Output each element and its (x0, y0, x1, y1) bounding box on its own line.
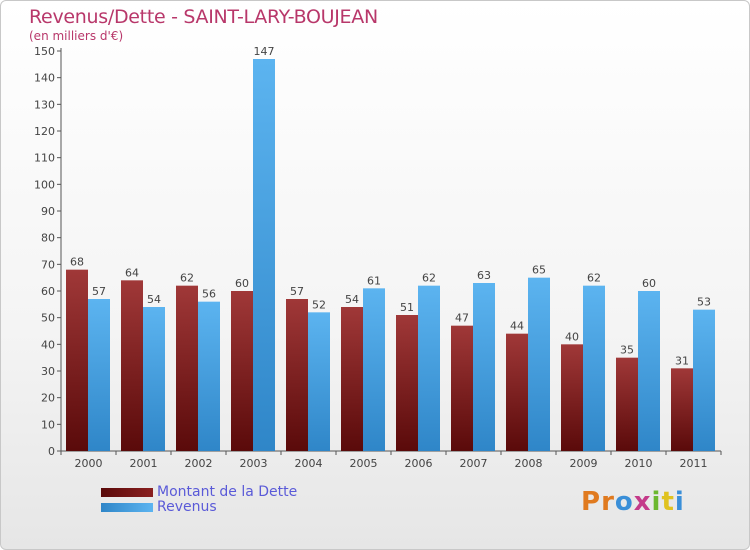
bar-dette (176, 285, 198, 451)
bar-dette (506, 333, 528, 451)
x-tick-label: 2006 (405, 457, 433, 470)
data-label-revenus: 60 (642, 277, 656, 290)
bar-dette (66, 269, 88, 451)
x-tick-label: 2009 (570, 457, 598, 470)
data-label-dette: 64 (125, 266, 139, 279)
bar-dette (671, 368, 693, 451)
bar-dette (231, 291, 253, 451)
bar-dette (341, 307, 363, 451)
y-tick-label: 60 (41, 285, 55, 298)
y-tick-label: 110 (34, 152, 55, 165)
data-label-revenus: 53 (697, 296, 711, 309)
data-label-revenus: 57 (92, 285, 106, 298)
y-tick-label: 40 (41, 338, 55, 351)
x-tick-label: 2008 (515, 457, 543, 470)
legend-label-revenus: Revenus (157, 499, 217, 515)
data-label-revenus: 61 (367, 274, 381, 287)
x-tick-label: 2004 (295, 457, 323, 470)
bar-dette (561, 344, 583, 451)
data-label-dette: 68 (70, 256, 84, 269)
bar-revenus (143, 307, 165, 451)
x-tick-label: 2001 (130, 457, 158, 470)
y-tick-label: 120 (34, 125, 55, 138)
y-tick-label: 130 (34, 98, 55, 111)
y-tick-label: 150 (34, 45, 55, 58)
logo-letter: i (651, 487, 662, 517)
x-tick-label: 2010 (625, 457, 653, 470)
data-label-dette: 31 (675, 354, 689, 367)
bar-revenus (253, 59, 275, 451)
data-label-dette: 51 (400, 301, 414, 314)
y-tick-label: 70 (41, 258, 55, 271)
logo-letter: x (633, 487, 652, 517)
bar-revenus (638, 291, 660, 451)
x-tick-label: 2005 (350, 457, 378, 470)
bar-dette (121, 280, 143, 451)
bar-revenus (583, 285, 605, 451)
bar-dette (396, 315, 418, 451)
bar-revenus (363, 288, 385, 451)
data-label-revenus: 52 (312, 298, 326, 311)
data-label-revenus: 62 (587, 272, 601, 285)
data-label-revenus: 65 (532, 264, 546, 277)
y-tick-label: 100 (34, 178, 55, 191)
bar-revenus (528, 277, 550, 451)
legend-swatch-revenus (101, 503, 153, 512)
bar-dette (286, 299, 308, 451)
x-tick-label: 2000 (75, 457, 103, 470)
data-label-dette: 44 (510, 320, 524, 333)
logo-letter: r (601, 487, 615, 517)
bar-revenus (198, 301, 220, 451)
x-tick-label: 2003 (240, 457, 268, 470)
y-tick-label: 50 (41, 312, 55, 325)
proxiti-logo: Proxiti (581, 487, 685, 517)
data-label-dette: 35 (620, 344, 634, 357)
data-label-dette: 62 (180, 272, 194, 285)
data-label-revenus: 63 (477, 269, 491, 282)
y-tick-label: 10 (41, 418, 55, 431)
bar-revenus (88, 299, 110, 451)
bar-revenus (473, 283, 495, 451)
bar-dette (616, 357, 638, 451)
y-tick-label: 80 (41, 232, 55, 245)
x-tick-label: 2007 (460, 457, 488, 470)
data-label-revenus: 62 (422, 272, 436, 285)
bar-revenus (693, 309, 715, 451)
legend-label-debt: Montant de la Dette (157, 484, 298, 500)
data-label-dette: 54 (345, 293, 359, 306)
data-label-dette: 57 (290, 285, 304, 298)
x-tick-label: 2011 (680, 457, 708, 470)
legend-swatch-debt (101, 488, 153, 497)
data-label-revenus: 54 (147, 293, 161, 306)
y-tick-label: 30 (41, 365, 55, 378)
data-label-dette: 47 (455, 312, 469, 325)
chart-subtitle: (en milliers d'€) (29, 29, 124, 43)
logo-letter: P (581, 487, 602, 517)
bar-revenus (308, 312, 330, 451)
logo-letter: i (674, 487, 685, 517)
data-label-revenus: 147 (254, 45, 275, 58)
y-tick-label: 20 (41, 392, 55, 405)
bar-revenus (418, 285, 440, 451)
data-label-revenus: 56 (202, 288, 216, 301)
logo-letter: o (614, 487, 634, 517)
y-tick-label: 90 (41, 205, 55, 218)
bar-dette (451, 325, 473, 451)
data-label-dette: 60 (235, 277, 249, 290)
logo-letter: t (661, 487, 675, 517)
y-tick-label: 140 (34, 72, 55, 85)
x-tick-label: 2002 (185, 457, 213, 470)
data-label-dette: 40 (565, 330, 579, 343)
y-tick-label: 0 (48, 445, 55, 458)
chart-title: Revenus/Dette - SAINT-LARY-BOUJEAN (29, 6, 378, 28)
